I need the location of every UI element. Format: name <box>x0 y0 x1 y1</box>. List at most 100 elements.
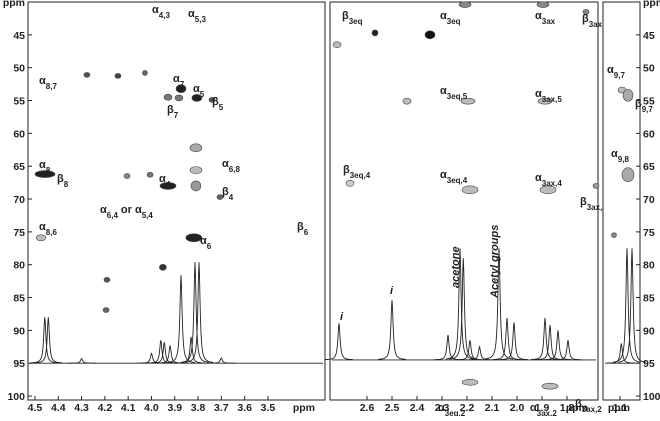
peak-label: β7 <box>167 104 179 120</box>
panel-frame <box>602 1 641 401</box>
peak-label: β6 <box>297 221 309 237</box>
x-tick-label: 4.0 <box>144 402 159 414</box>
peak-label: α8,7 <box>39 75 57 91</box>
y-tick-label: 80 <box>643 260 655 272</box>
peak-label: β3eq,4 <box>343 164 371 180</box>
cross-peak <box>102 307 110 313</box>
label-base: or α <box>121 204 142 216</box>
label-base: β <box>342 10 349 22</box>
peak-label: α3eq,2 <box>438 402 466 416</box>
cross-peak <box>190 180 202 192</box>
y-tick-label: 80 <box>13 260 25 272</box>
trace-peak <box>378 300 406 360</box>
label-subscript: 8,7 <box>46 82 58 91</box>
label-subscript: 4 <box>166 180 171 189</box>
x-tick-label: 4.3 <box>74 402 89 414</box>
label-subscript: 7 <box>180 80 185 89</box>
peak-label: α7 <box>173 73 185 89</box>
y-tick-label: 90 <box>643 325 655 337</box>
cross-peak <box>114 73 122 79</box>
x-tick-label: 2.6 <box>360 402 375 414</box>
trace-peak <box>613 248 641 363</box>
x-tick-label: 3.8 <box>191 402 206 414</box>
peak-label: α9,8 <box>611 148 629 164</box>
peak-label: β4 <box>222 186 234 202</box>
peak-label: β3ax <box>582 13 603 29</box>
y-tick-label: 65 <box>13 161 25 173</box>
label-subscript: 9,8 <box>618 155 630 164</box>
y-tick-label: 100 <box>7 391 25 403</box>
peak-label: α4,3 <box>152 4 170 20</box>
x-tick-label: 1.9 <box>535 402 550 414</box>
peak-label: β3ax,2 <box>575 398 602 414</box>
cross-peak <box>461 185 479 195</box>
peak-label: α6,8 <box>222 158 240 174</box>
label-subscript: 7 <box>174 111 179 120</box>
label-subscript: 4 <box>229 193 234 202</box>
peak-label: α4 <box>159 173 171 189</box>
label-subscript: 5,4 <box>142 211 154 220</box>
cross-peak <box>34 170 56 178</box>
cross-peak <box>345 179 355 187</box>
label-base: β <box>575 398 582 410</box>
cross-peak <box>216 194 224 200</box>
cross-peak <box>189 166 203 174</box>
y-tick-label: 100 <box>643 391 660 403</box>
peak-label: α5,3 <box>188 8 206 24</box>
trace-peak <box>445 248 475 360</box>
trace-peak <box>150 342 179 364</box>
x-axis-label: ppm <box>566 402 588 414</box>
label-subscript: 9,7 <box>614 71 626 80</box>
peak-label: α9,7 <box>607 64 625 80</box>
cross-peak <box>537 97 553 105</box>
x-tick-label: 4.1 <box>121 402 136 414</box>
y-tick-label: 95 <box>643 358 655 370</box>
label-subscript: 6,8 <box>229 165 241 174</box>
label-subscript: 8 <box>64 180 69 189</box>
cross-peak <box>424 30 436 40</box>
trace-peak <box>449 258 478 360</box>
cross-peak <box>541 382 559 390</box>
trace-peak <box>67 357 96 364</box>
trace-peak <box>544 330 572 361</box>
label-base: β <box>167 104 174 116</box>
label-base: β <box>297 221 304 233</box>
label-base: α <box>535 88 542 100</box>
label-subscript: 3ax <box>589 20 603 29</box>
label-base: α <box>100 204 107 216</box>
label-base: α <box>200 235 207 247</box>
cross-peak <box>582 9 590 15</box>
y-tick-label: 45 <box>643 30 655 42</box>
label-base: β <box>57 173 64 185</box>
cross-peak <box>185 233 203 243</box>
cross-peak <box>123 173 131 179</box>
trace-peak <box>325 323 353 361</box>
peak-label: α3ax,4 <box>535 172 562 188</box>
label-subscript: 4,3 <box>159 11 171 20</box>
y-tick-label: 50 <box>13 63 25 75</box>
cross-peak <box>163 93 173 101</box>
y-tick-label: 70 <box>13 194 25 206</box>
label-subscript: 3ax,5 <box>542 95 563 104</box>
label-subscript: 6,4 <box>107 211 119 220</box>
label-subscript: 3eq <box>447 17 461 26</box>
y-tick-label: 50 <box>643 63 655 75</box>
cross-peak <box>460 97 476 105</box>
trace-peak <box>456 340 484 361</box>
x-tick-label: 1.8 <box>560 402 575 414</box>
cross-peak <box>536 1 550 8</box>
label-base: α <box>535 172 542 184</box>
label-base: α <box>193 83 200 95</box>
peak-label: α3eq,5 <box>440 85 468 101</box>
trace-peak <box>500 322 528 361</box>
y-tick-label: 55 <box>643 96 655 108</box>
x-tick-label: 4.2 <box>98 402 113 414</box>
trace-label: acetone <box>450 246 462 288</box>
label-base: α <box>173 73 180 85</box>
peak-label: α8,6 <box>39 221 57 237</box>
label-base: α <box>535 10 542 22</box>
label-base: β <box>635 98 642 110</box>
cross-peak <box>332 41 342 48</box>
label-base: α <box>159 173 166 185</box>
y-tick-label: 85 <box>643 293 655 305</box>
